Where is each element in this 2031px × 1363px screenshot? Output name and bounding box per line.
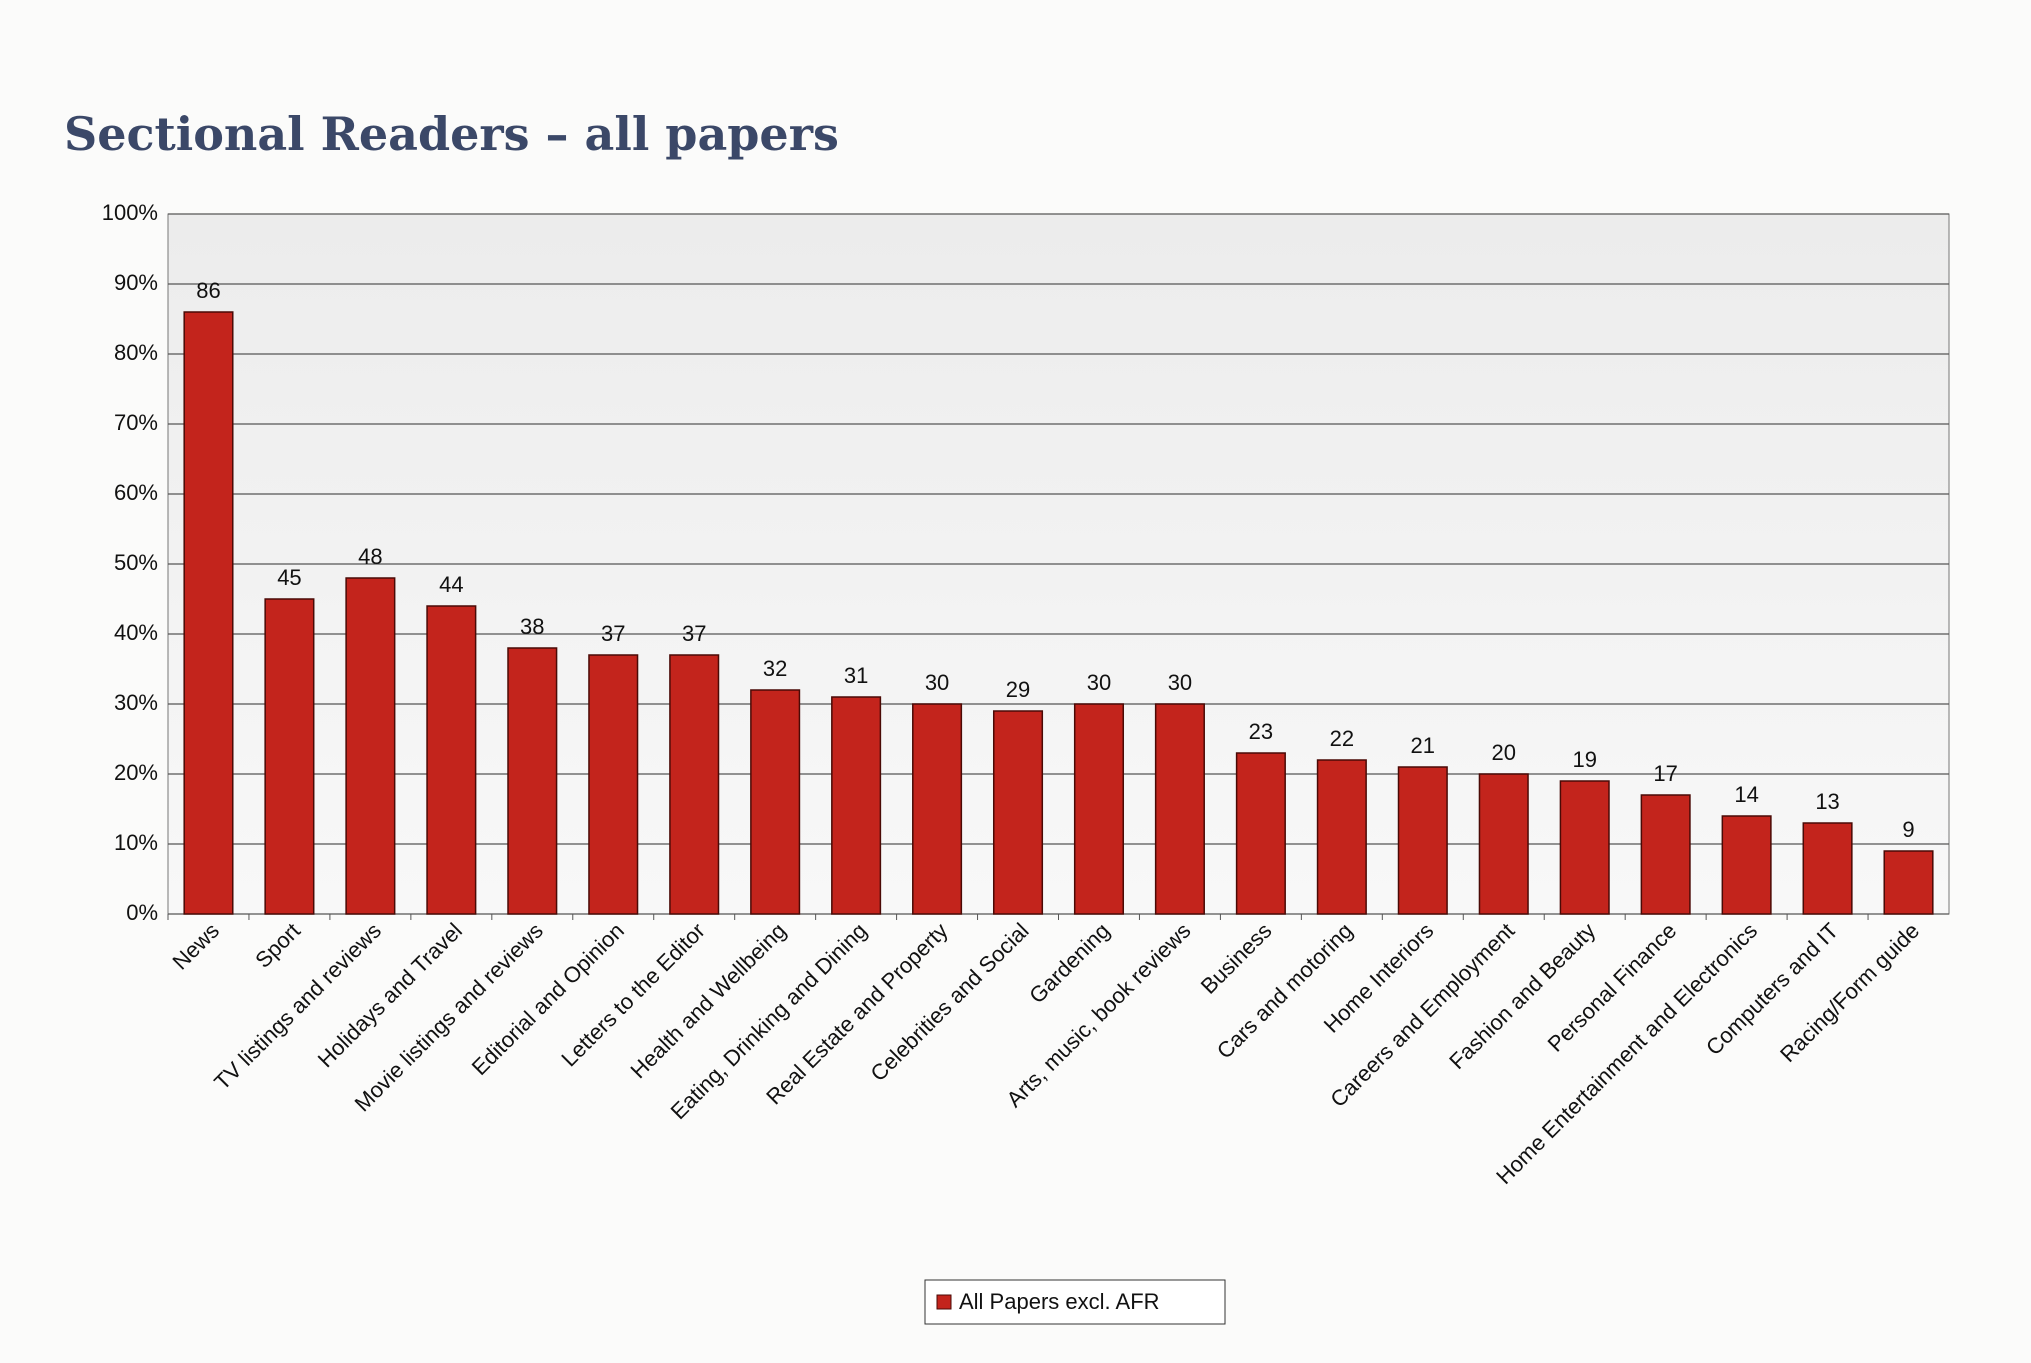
bar bbox=[1559, 780, 1610, 915]
data-label: 21 bbox=[1411, 733, 1435, 758]
data-label: 19 bbox=[1572, 747, 1596, 772]
data-label: 30 bbox=[925, 670, 949, 695]
data-label: 9 bbox=[1902, 817, 1914, 842]
y-tick-label: 90% bbox=[114, 270, 158, 295]
y-tick-label: 40% bbox=[114, 620, 158, 645]
y-tick-label: 30% bbox=[114, 690, 158, 715]
bar bbox=[345, 577, 396, 915]
bar bbox=[1235, 752, 1286, 915]
data-label: 37 bbox=[682, 621, 706, 646]
bar bbox=[426, 605, 477, 915]
data-label: 31 bbox=[844, 663, 868, 688]
y-tick-label: 80% bbox=[114, 340, 158, 365]
x-tick-label: Sport bbox=[250, 918, 305, 973]
data-label: 48 bbox=[358, 544, 382, 569]
data-label: 44 bbox=[439, 572, 463, 597]
data-label: 20 bbox=[1492, 740, 1516, 765]
data-label: 30 bbox=[1168, 670, 1192, 695]
x-tick-label: Health and Wellbeing bbox=[626, 918, 791, 1083]
data-label: 38 bbox=[520, 614, 544, 639]
bar bbox=[588, 654, 639, 915]
bar bbox=[912, 703, 963, 915]
data-label: 29 bbox=[1006, 677, 1030, 702]
bar bbox=[1640, 794, 1691, 915]
data-label: 13 bbox=[1815, 789, 1839, 814]
y-tick-label: 10% bbox=[114, 830, 158, 855]
x-tick-label: Racing/Form guide bbox=[1775, 918, 1924, 1067]
y-tick-label: 70% bbox=[114, 410, 158, 435]
legend-swatch bbox=[936, 1294, 952, 1310]
data-label: 30 bbox=[1087, 670, 1111, 695]
x-tick-label: Fashion and Beauty bbox=[1444, 918, 1600, 1074]
x-tick-label: TV listings and reviews bbox=[209, 918, 386, 1095]
chart-title: Sectional Readers – all papers bbox=[64, 107, 839, 161]
bar bbox=[183, 311, 234, 915]
bar bbox=[1883, 850, 1934, 915]
bar bbox=[1397, 766, 1448, 915]
data-label: 37 bbox=[601, 621, 625, 646]
data-label: 14 bbox=[1734, 782, 1758, 807]
y-tick-label: 60% bbox=[114, 480, 158, 505]
x-tick-label: Holidays and Travel bbox=[313, 918, 467, 1072]
bar bbox=[992, 710, 1044, 915]
data-label: 86 bbox=[196, 278, 220, 303]
bar bbox=[1478, 773, 1529, 915]
legend-label: All Papers excl. AFR bbox=[959, 1289, 1160, 1314]
x-tick-label: Letters to the Editor bbox=[556, 918, 709, 1071]
x-tick-label: Celebrities and Social bbox=[866, 918, 1034, 1086]
y-tick-label: 50% bbox=[114, 550, 158, 575]
data-label: 23 bbox=[1249, 719, 1273, 744]
bar bbox=[1721, 815, 1772, 915]
bar bbox=[1316, 759, 1367, 915]
y-tick-label: 100% bbox=[102, 200, 158, 225]
bar bbox=[1154, 703, 1205, 915]
x-tick-label: Business bbox=[1196, 918, 1277, 999]
bar bbox=[1073, 703, 1125, 915]
y-tick-label: 0% bbox=[126, 900, 158, 925]
bar bbox=[264, 598, 315, 915]
legend-box bbox=[924, 1279, 1226, 1325]
x-tick-label: News bbox=[168, 918, 225, 975]
x-tick-label: Cars and motoring bbox=[1212, 918, 1358, 1064]
x-tick-label: Editorial and Opinion bbox=[467, 918, 629, 1080]
bar bbox=[669, 654, 720, 915]
bar bbox=[831, 696, 882, 915]
data-label: 22 bbox=[1330, 726, 1354, 751]
bar bbox=[750, 689, 801, 915]
data-label: 17 bbox=[1653, 761, 1677, 786]
bar bbox=[1802, 822, 1853, 915]
y-tick-label: 20% bbox=[114, 760, 158, 785]
data-label: 45 bbox=[277, 565, 301, 590]
bar bbox=[507, 647, 558, 915]
data-label: 32 bbox=[763, 656, 787, 681]
